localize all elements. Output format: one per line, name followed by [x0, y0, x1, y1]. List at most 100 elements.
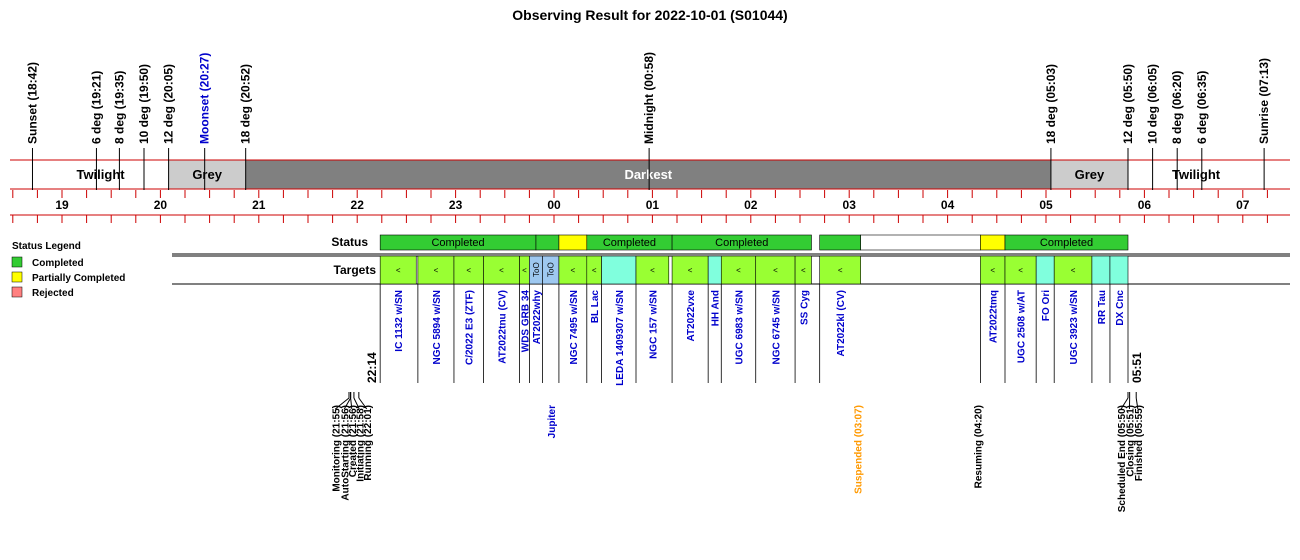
sky-event-label: 10 deg (06:05): [1146, 64, 1160, 144]
target-marker: <: [434, 266, 439, 275]
axis-tick-label: 19: [55, 198, 69, 212]
sky-event-label: 18 deg (20:52): [239, 64, 253, 144]
status-segment-completed: [671, 234, 812, 251]
event-leader: [1135, 397, 1139, 410]
time-axis: 19 20 21 22 23 00 01 02 03 04 05 06 07: [10, 190, 1290, 223]
target-name-ngc-157-w-sn: NGC 157 w/SN: [648, 290, 659, 359]
event-label-jupiter: Jupiter: [547, 405, 558, 438]
target-name-bl-lac: BL Lac: [590, 290, 601, 324]
target-block: [819, 255, 861, 285]
target-name-ugc-3923-w-sn: UGC 3923 w/SN: [1069, 290, 1080, 364]
target-block: [1035, 255, 1055, 285]
target-name-ngc-6745-w-sn: NGC 6745 w/SN: [771, 290, 782, 364]
sky-bands: Twilight Grey Darkest Grey Twilight: [10, 159, 1290, 190]
target-block: [755, 255, 796, 285]
status-segment-label: Completed: [603, 237, 656, 249]
sky-band-twilight: [1128, 160, 1265, 189]
target-name-ngc-7495-w-sn: NGC 7495 w/SN: [569, 290, 580, 364]
target-too-marker: ToO: [547, 262, 556, 277]
legend-label-completed: Completed: [32, 258, 84, 269]
event-label-monitoring-21-55: Monitoring (21:55): [331, 405, 342, 492]
target-block: [417, 255, 455, 285]
event-label-running-22-01: Running (22:01): [363, 405, 374, 481]
event-leader: [350, 397, 353, 410]
status-segment-completed: [535, 234, 560, 251]
status-segment-completed: [819, 234, 861, 251]
target-marker: <: [838, 266, 843, 275]
sky-band-label: Twilight: [76, 167, 125, 182]
event-leader: [1120, 397, 1129, 410]
status-segment-label: Completed: [1040, 237, 1093, 249]
sky-event-label: 12 deg (05:50): [1121, 64, 1135, 144]
sky-band-grey: [168, 160, 246, 189]
axis-tick-label: 20: [154, 198, 168, 212]
event-label-scheduled-end-05-50: Scheduled End (05:50): [1117, 405, 1128, 512]
target-name-ugc-6983-w-sn: UGC 6983 w/SN: [735, 290, 746, 364]
event-leader: [358, 397, 368, 410]
target-marker: <: [522, 266, 527, 275]
target-block: [707, 255, 722, 285]
target-name-hh-and: HH And: [711, 290, 722, 326]
axis-tick-label: 05: [1039, 198, 1053, 212]
target-marker: <: [592, 266, 597, 275]
status-legend: Status Legend Completed Partially Complet…: [11, 241, 125, 299]
legend-label-partially-completed: Partially Completed: [32, 273, 125, 284]
target-name-ngc-5894-w-sn: NGC 5894 w/SN: [432, 290, 443, 364]
status-segment-completed: [1004, 234, 1129, 251]
target-block: [453, 255, 484, 285]
target-name-fo-ori: FO Ori: [1041, 290, 1052, 321]
sky-band-label: Grey: [1075, 167, 1105, 182]
target-name-c-2022-e3-ztf: C/2022 E3 (ZTF): [465, 290, 476, 365]
target-name-wds-grb-34: WDS GRB 34: [520, 290, 531, 353]
observing-events: Monitoring (21:55)AutoStarting (21:56)Cr…: [331, 392, 1145, 512]
event-label-autostarting-21-56: AutoStarting (21:56): [340, 405, 351, 501]
axis-tick-label: 06: [1138, 198, 1152, 212]
legend-swatch-completed: [11, 256, 23, 268]
target-marker: <: [990, 266, 995, 275]
sky-event-label: Moonset (20:27): [198, 53, 212, 144]
target-name-at2022tmq: AT2022tmq: [989, 290, 1000, 343]
target-block: [379, 255, 417, 285]
axis-tick-label: 02: [744, 198, 758, 212]
target-block: [1091, 255, 1111, 285]
target-block: [1109, 255, 1129, 285]
target-block: [671, 255, 709, 285]
target-block: [720, 255, 757, 285]
sky-events: Sunset (18:42) 6 deg (19:21) 8 deg (19:35)…: [25, 52, 1271, 190]
axis-tick-label: 00: [547, 198, 561, 212]
target-block: [980, 255, 1006, 285]
target-marker: <: [688, 266, 693, 275]
sky-event-label: 6 deg (06:35): [1195, 71, 1209, 144]
event-label-resuming-04-20: Resuming (04:20): [973, 405, 984, 488]
target-block: [558, 255, 588, 285]
target-block: [794, 255, 812, 285]
sky-event-label: Midnight (00:58): [642, 52, 656, 144]
target-name-rr-tau: RR Tau: [1097, 290, 1108, 324]
axis-tick-label: 07: [1236, 198, 1250, 212]
target-marker: <: [773, 266, 778, 275]
sky-event-label: 18 deg (05:03): [1044, 64, 1058, 144]
status-segment-label: Completed: [431, 237, 484, 249]
event-label-suspended-03-07: Suspended (03:07): [854, 405, 865, 494]
sky-band-label: Twilight: [1172, 167, 1221, 182]
row-label-status: Status: [331, 235, 368, 249]
target-marker: <: [736, 266, 741, 275]
axis-tick-label: 01: [646, 198, 660, 212]
axis-tick-label: 03: [843, 198, 857, 212]
target-block: [635, 255, 670, 285]
target-marker: <: [499, 266, 504, 275]
sky-band-twilight: [32, 160, 169, 189]
target-marker: <: [396, 266, 401, 275]
target-name-dx-cnc: DX Cnc: [1115, 290, 1126, 326]
end-time-label: 05:51: [1130, 352, 1144, 383]
sky-band-label: Grey: [192, 167, 222, 182]
target-marker: <: [571, 266, 576, 275]
sky-band-grey: [1050, 160, 1128, 189]
status-segment-partial: [980, 234, 1006, 251]
target-block: [1004, 255, 1037, 285]
target-name-ugc-2508-w-at: UGC 2508 w/AT: [1017, 290, 1028, 363]
event-label-finished-05-55: Finished (05:55): [1134, 405, 1145, 481]
target-name-ic-1132-w-sn: IC 1132 w/SN: [394, 290, 405, 352]
target-block: [1053, 255, 1093, 285]
